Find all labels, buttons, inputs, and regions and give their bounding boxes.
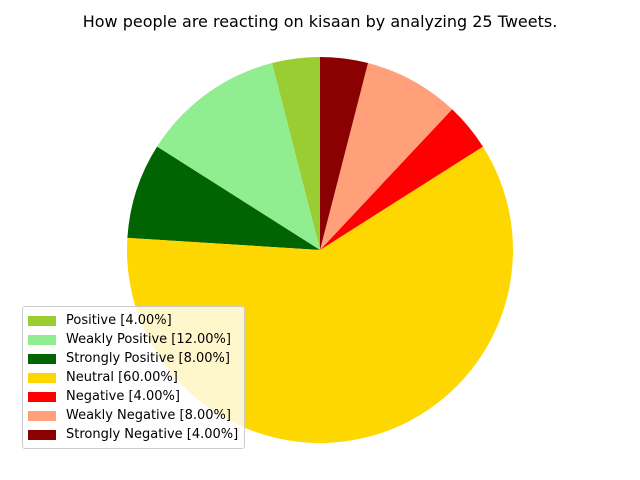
legend-swatch-5 bbox=[28, 410, 56, 421]
legend-item-1: Weakly Positive [12.00%] bbox=[28, 330, 238, 349]
legend-swatch-3 bbox=[28, 372, 56, 383]
legend-item-0: Positive [4.00%] bbox=[28, 311, 238, 330]
legend-item-4: Negative [4.00%] bbox=[28, 387, 238, 406]
legend-label-3: Neutral [60.00%] bbox=[66, 370, 178, 385]
chart-legend: Positive [4.00%] Weakly Positive [12.00%]… bbox=[22, 306, 246, 449]
legend-swatch-2 bbox=[28, 353, 56, 364]
pie-slice-6 bbox=[320, 56, 368, 250]
legend-label-5: Weakly Negative [8.00%] bbox=[66, 408, 231, 423]
legend-label-4: Negative [4.00%] bbox=[66, 389, 180, 404]
legend-label-2: Strongly Positive [8.00%] bbox=[66, 351, 230, 366]
legend-swatch-6 bbox=[28, 429, 56, 440]
legend-item-2: Strongly Positive [8.00%] bbox=[28, 349, 238, 368]
legend-swatch-0 bbox=[28, 315, 56, 326]
legend-item-5: Weakly Negative [8.00%] bbox=[28, 406, 238, 425]
pie-slice-1 bbox=[157, 63, 320, 251]
legend-swatch-4 bbox=[28, 391, 56, 402]
pie-slice-4 bbox=[320, 109, 483, 250]
legend-item-6: Strongly Negative [4.00%] bbox=[28, 425, 238, 444]
legend-item-3: Neutral [60.00%] bbox=[28, 368, 238, 387]
legend-label-6: Strongly Negative [4.00%] bbox=[66, 427, 239, 442]
legend-swatch-1 bbox=[28, 334, 56, 345]
pie-slice-5 bbox=[320, 63, 453, 251]
chart-title: How people are reacting on kisaan by ana… bbox=[82, 12, 558, 31]
pie-slice-2 bbox=[127, 146, 320, 250]
legend-label-1: Weakly Positive [12.00%] bbox=[66, 332, 231, 347]
legend-label-0: Positive [4.00%] bbox=[66, 313, 172, 328]
pie-slice-0 bbox=[272, 56, 320, 250]
